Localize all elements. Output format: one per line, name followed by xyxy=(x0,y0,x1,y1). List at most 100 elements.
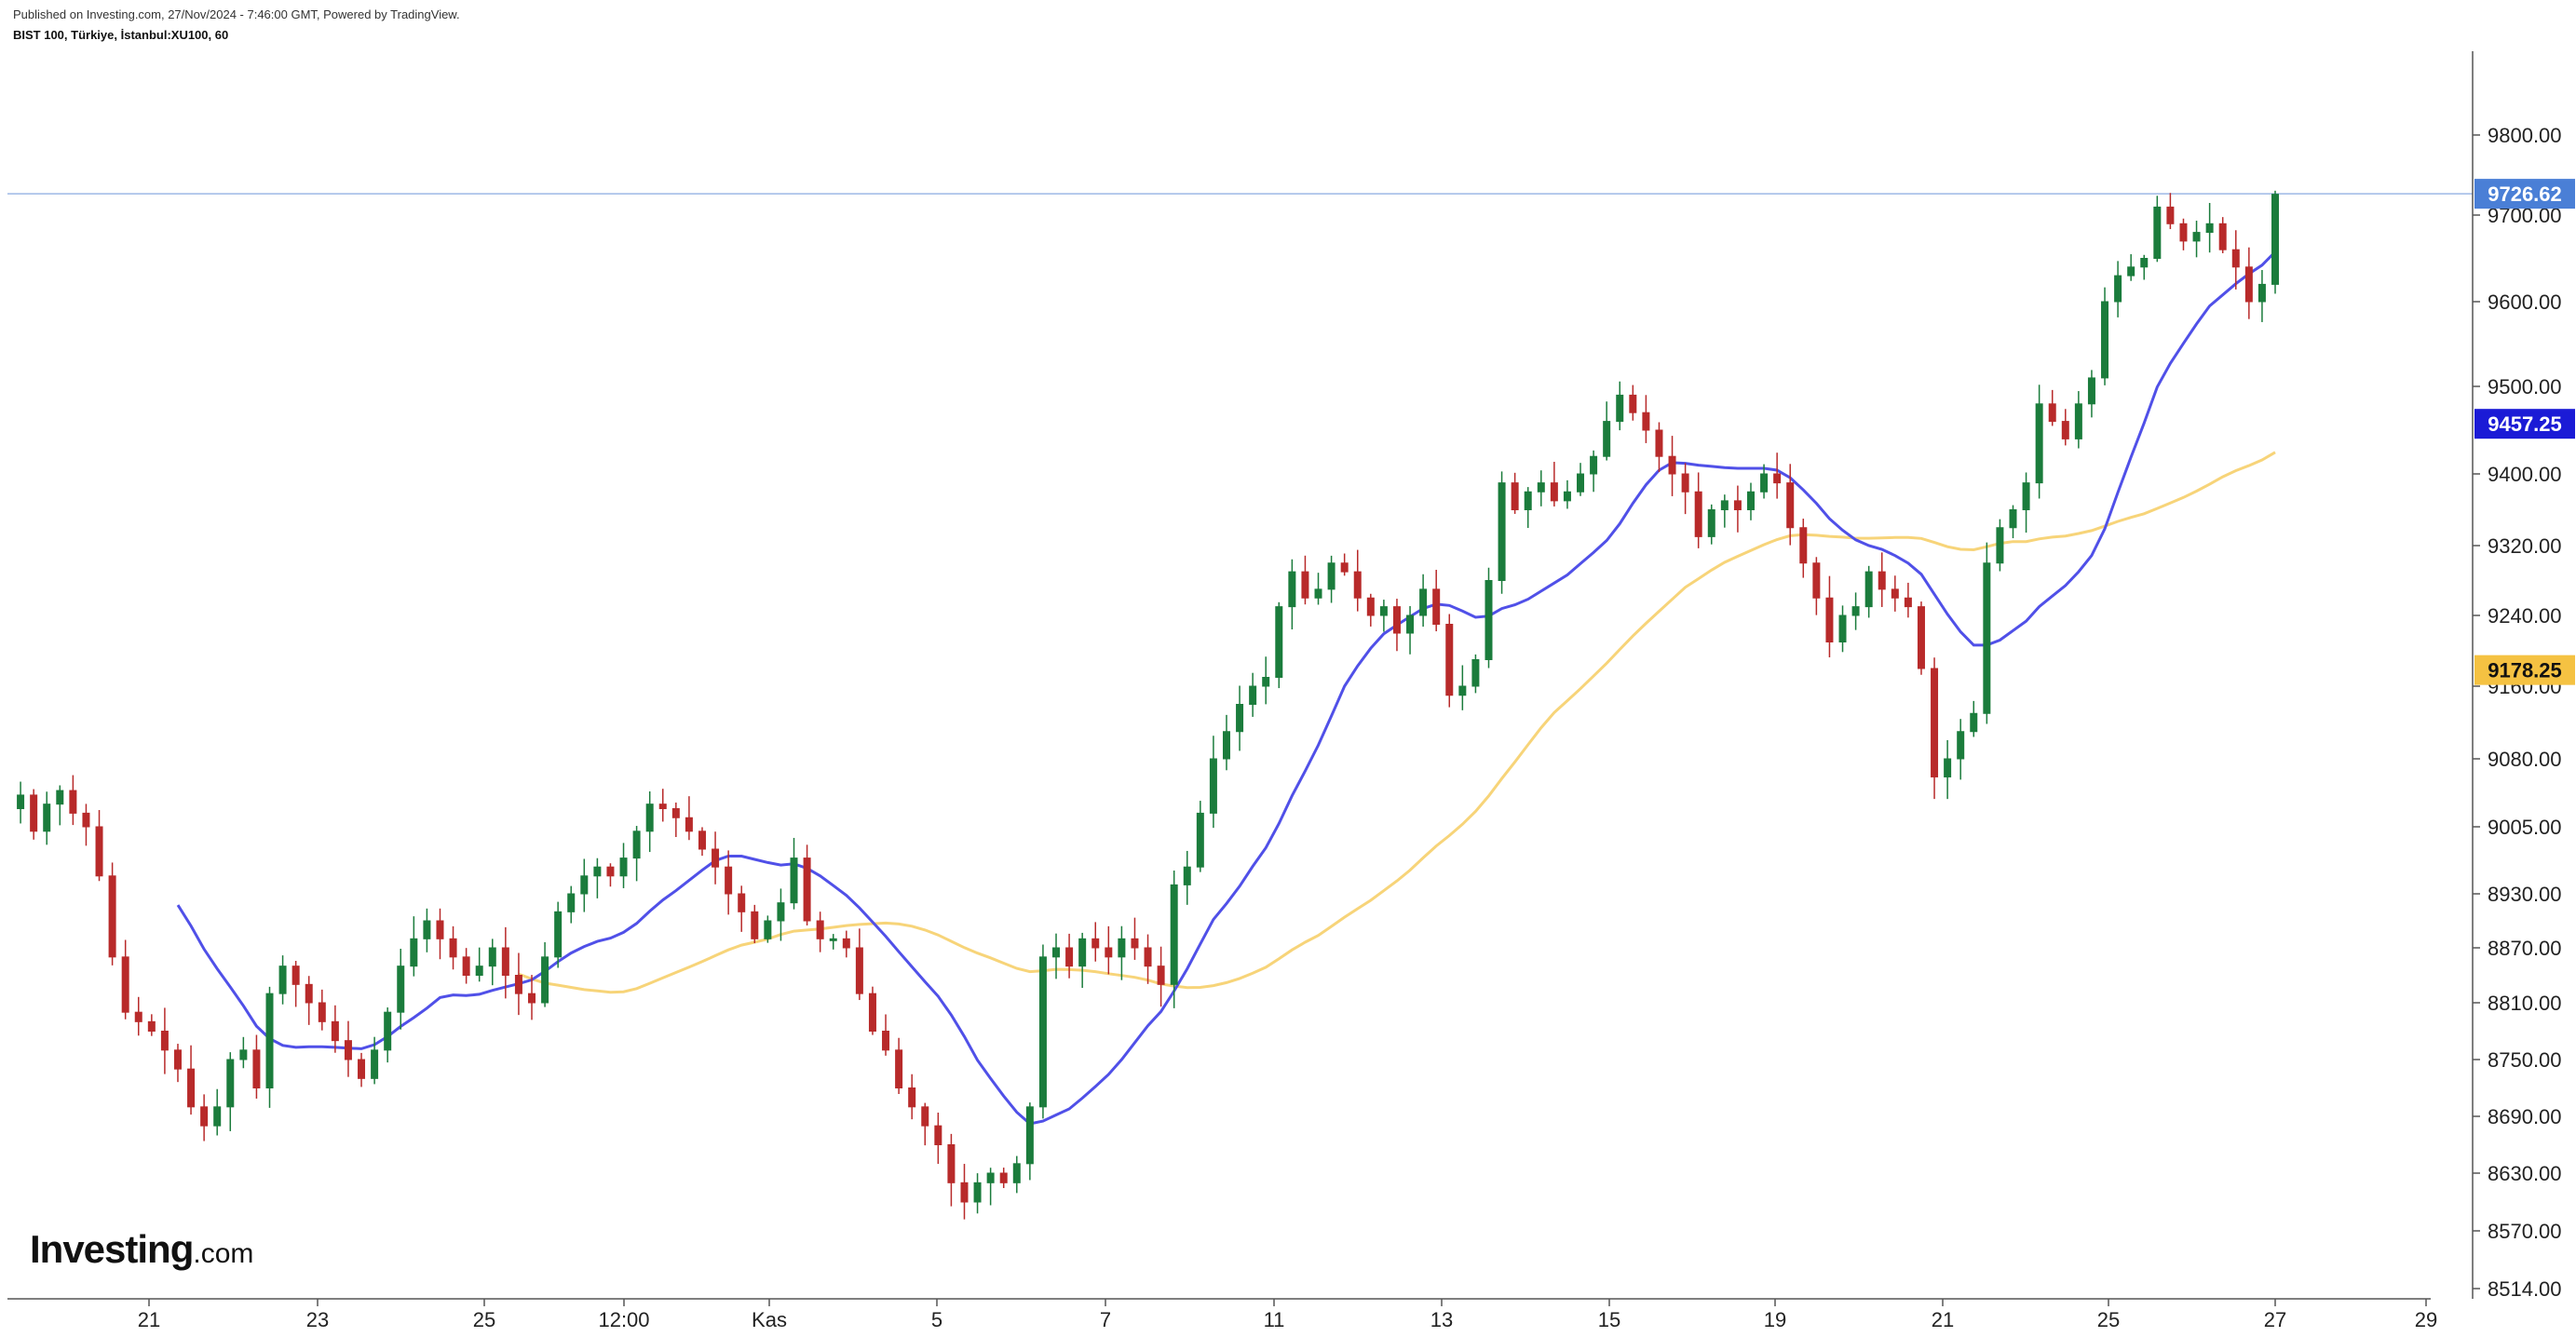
candle xyxy=(1590,450,1598,493)
candle-body xyxy=(1825,597,1834,642)
candle-body xyxy=(1091,938,1100,949)
candle xyxy=(790,837,798,910)
candle-body xyxy=(1511,482,1519,510)
candle xyxy=(685,796,693,841)
candle-body xyxy=(1616,394,1624,423)
candle xyxy=(2192,221,2201,258)
x-tick-label: Kas xyxy=(752,1308,787,1331)
candle-body xyxy=(1183,866,1191,885)
candle xyxy=(1314,573,1322,605)
candle xyxy=(1432,570,1441,632)
candle-body xyxy=(2140,258,2149,268)
candle xyxy=(1944,739,1952,800)
candle xyxy=(423,908,431,952)
candle xyxy=(358,1052,366,1087)
candle-body xyxy=(1432,588,1441,625)
candle xyxy=(803,844,811,925)
candle xyxy=(2009,505,2017,539)
candle xyxy=(1931,657,1939,800)
candle-body xyxy=(868,993,876,1032)
candle-body xyxy=(764,920,772,939)
candle-body xyxy=(2244,266,2253,303)
candle xyxy=(1864,565,1873,618)
candle-body xyxy=(134,1011,142,1022)
candle xyxy=(855,928,863,1001)
y-tick-label: 9800.00 xyxy=(2488,124,2562,147)
candle-body xyxy=(1904,597,1912,608)
candle-body xyxy=(514,975,522,994)
candle xyxy=(1458,665,1467,710)
candle-body xyxy=(632,831,641,859)
candle xyxy=(384,1007,392,1063)
y-tick-label: 8870.00 xyxy=(2488,937,2562,960)
candle xyxy=(2244,247,2253,319)
x-tick-label: 19 xyxy=(1764,1308,1786,1331)
candle xyxy=(1957,719,1965,780)
y-tick-label: 8810.00 xyxy=(2488,992,2562,1015)
y-tick-label: 8750.00 xyxy=(2488,1048,2562,1072)
candle-body xyxy=(108,875,116,958)
candle-body xyxy=(1131,938,1139,949)
candle xyxy=(593,858,602,898)
candle xyxy=(738,885,746,932)
candle xyxy=(1288,559,1296,630)
candle-body xyxy=(358,1059,366,1079)
x-tick-label: 27 xyxy=(2264,1308,2286,1331)
candle xyxy=(2140,254,2149,280)
candle-body xyxy=(2218,223,2227,250)
candle xyxy=(1118,925,1126,980)
candle xyxy=(1025,1102,1034,1181)
x-tick-label: 11 xyxy=(1264,1308,1285,1331)
y-tick-label: 9500.00 xyxy=(2488,375,2562,398)
candle xyxy=(1603,401,1611,461)
candle xyxy=(488,939,496,986)
candle-body xyxy=(1052,947,1061,958)
candle-body xyxy=(1655,429,1663,457)
candle xyxy=(1537,470,1545,506)
y-tick-label: 8930.00 xyxy=(2488,883,2562,906)
candle xyxy=(1720,494,1729,528)
candle-body xyxy=(371,1049,379,1079)
candle-body xyxy=(1996,527,2004,564)
candle-body xyxy=(121,956,129,1013)
candle-body xyxy=(318,1002,326,1022)
candle xyxy=(1577,463,1585,496)
candle-body xyxy=(173,1049,182,1070)
candle xyxy=(712,831,720,885)
candle xyxy=(252,1034,261,1099)
candle xyxy=(200,1094,209,1141)
candle-body xyxy=(239,1049,248,1060)
y-tick-label: 8690.00 xyxy=(2488,1105,2562,1128)
investing-logo: Investing.com xyxy=(30,1227,254,1271)
candle xyxy=(1209,736,1217,829)
candle xyxy=(619,843,628,888)
candle-body xyxy=(278,966,287,994)
ma-long-badge-bg xyxy=(2474,655,2575,685)
candle-body xyxy=(1236,704,1244,733)
candle xyxy=(1799,519,1808,578)
candle xyxy=(1183,850,1191,905)
candle xyxy=(2179,218,2188,250)
candle xyxy=(921,1102,929,1146)
candle-body xyxy=(1524,491,1532,510)
candle-body xyxy=(1392,606,1401,634)
candle xyxy=(331,1005,339,1053)
candle-body xyxy=(160,1031,169,1051)
candle xyxy=(1773,452,1782,499)
candle-body xyxy=(1760,473,1769,493)
candle xyxy=(1078,932,1087,989)
candle-body xyxy=(960,1182,969,1203)
candle-body xyxy=(567,893,576,912)
candle xyxy=(1707,504,1715,545)
candle xyxy=(410,916,418,977)
candle xyxy=(2074,391,2082,449)
candle-body xyxy=(2192,232,2201,242)
x-tick-label: 21 xyxy=(138,1308,160,1331)
candle xyxy=(2257,270,2266,322)
candle-body xyxy=(973,1182,982,1203)
candle xyxy=(1406,605,1415,655)
candle-body xyxy=(1078,938,1087,967)
candle-body xyxy=(999,1172,1008,1183)
candle-body xyxy=(305,983,313,1004)
